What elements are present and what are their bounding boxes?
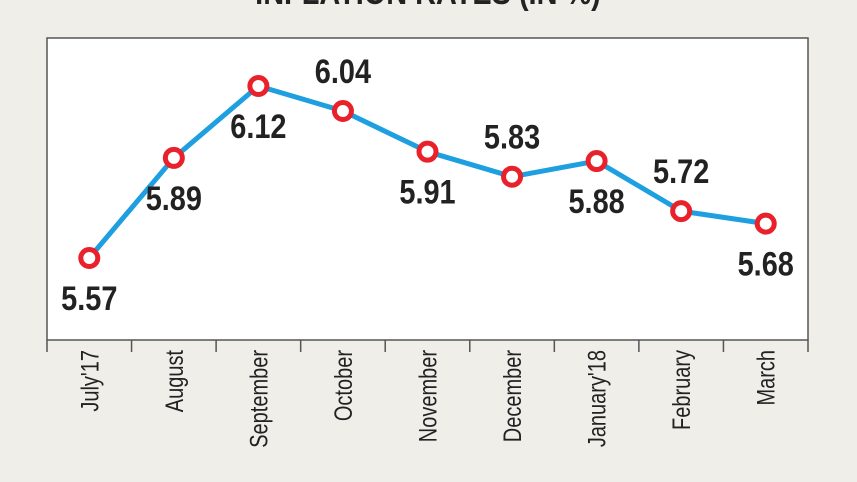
marker — [78, 247, 101, 269]
value-label: 5.57 — [61, 279, 117, 318]
value-label: 6.12 — [230, 107, 286, 146]
x-tick-label: November — [414, 350, 442, 443]
x-tick-label: December — [499, 350, 527, 443]
x-tick-label: February — [668, 349, 696, 430]
x-tick-label: March — [753, 350, 781, 406]
marker — [754, 212, 777, 235]
value-label: 5.68 — [738, 244, 794, 283]
x-tick-label: July'17 — [76, 350, 104, 412]
marker — [331, 100, 354, 123]
value-label: 6.04 — [315, 52, 372, 91]
x-tick-label: January'18 — [584, 350, 612, 447]
value-label: 5.72 — [653, 152, 709, 191]
value-label: 5.89 — [146, 179, 202, 218]
marker — [501, 165, 524, 188]
chart-title: INFLATION RATES (IN %) — [255, 0, 601, 12]
x-tick-label: August — [161, 349, 189, 412]
marker — [247, 75, 270, 97]
marker — [670, 200, 693, 223]
marker — [416, 140, 439, 163]
marker — [585, 150, 608, 173]
marker — [162, 146, 185, 169]
x-tick-label: October — [330, 350, 358, 422]
value-label: 5.91 — [399, 172, 455, 211]
plot-area — [46, 37, 809, 341]
value-label: 5.88 — [568, 182, 624, 221]
x-tick-label: September — [245, 350, 273, 448]
value-label: 5.83 — [484, 117, 540, 156]
